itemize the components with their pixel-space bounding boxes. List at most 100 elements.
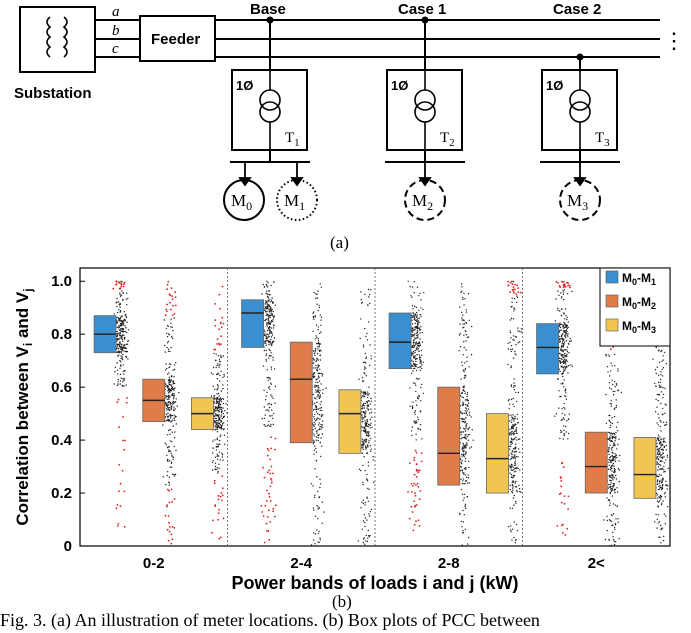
outlier-point	[413, 456, 416, 459]
scatter-point	[413, 281, 416, 283]
scatter-point	[661, 468, 664, 470]
svg-text:M2: M2	[412, 191, 433, 213]
scatter-point	[468, 319, 470, 322]
scatter-point	[212, 447, 214, 449]
scatter-point	[220, 411, 223, 414]
scatter-point	[360, 298, 362, 301]
scatter-point	[411, 286, 414, 288]
scatter-point	[515, 443, 517, 445]
scatter-point	[414, 383, 416, 385]
scatter-point	[119, 343, 122, 345]
scatter-point	[665, 444, 667, 447]
scatter-point	[510, 443, 512, 446]
scatter-point	[510, 421, 513, 423]
outlier-point	[263, 476, 266, 479]
scatter-point	[510, 384, 513, 386]
scatter-point	[660, 385, 662, 387]
scatter-point	[661, 457, 664, 460]
scatter-point	[317, 506, 319, 508]
outlier-point	[512, 286, 515, 288]
scatter-point	[617, 521, 619, 523]
svg-text:1Ø: 1Ø	[391, 78, 408, 93]
scatter-point	[220, 401, 223, 403]
scatter-point	[612, 457, 615, 459]
scatter-point	[612, 486, 614, 488]
scatter-point	[269, 415, 271, 417]
scatter-point	[661, 486, 663, 488]
scatter-point	[513, 504, 515, 506]
scatter-point	[515, 301, 518, 304]
scatter-point	[509, 484, 511, 487]
scatter-point	[219, 397, 222, 399]
scatter-point	[657, 469, 659, 471]
scatter-point	[566, 325, 569, 327]
scatter-point	[366, 339, 369, 341]
scatter-point	[662, 444, 664, 446]
scatter-point	[268, 314, 270, 316]
scatter-point	[367, 423, 370, 426]
outlier-point	[118, 463, 121, 466]
scatter-point	[320, 455, 322, 458]
scatter-point	[214, 388, 216, 391]
scatter-point	[370, 437, 372, 440]
scatter-point	[461, 286, 463, 288]
scatter-point	[164, 369, 167, 371]
scatter-point	[562, 325, 564, 328]
scatter-point	[318, 391, 320, 394]
outlier-point	[214, 505, 217, 508]
scatter-point	[318, 422, 321, 424]
scatter-point	[461, 290, 463, 292]
scatter-point	[461, 283, 463, 285]
scatter-point	[123, 318, 126, 321]
scatter-point	[613, 543, 616, 546]
scatter-point	[319, 403, 321, 405]
outlier-point	[411, 511, 414, 513]
scatter-point	[510, 530, 512, 533]
scatter-point	[512, 497, 515, 499]
scatter-point	[318, 372, 320, 375]
scatter-point	[418, 341, 420, 343]
scatter-point	[609, 491, 611, 494]
scatter-point	[366, 421, 369, 423]
scatter-point	[611, 417, 613, 419]
scatter-point	[270, 327, 272, 329]
scatter-point	[271, 409, 273, 411]
scatter-point	[656, 475, 658, 478]
scatter-point	[313, 509, 315, 511]
scatter-point	[265, 360, 267, 362]
scatter-point	[515, 486, 517, 488]
scatter-point	[166, 434, 169, 436]
scatter-point	[466, 410, 468, 412]
scatter-point	[170, 380, 172, 382]
scatter-point	[566, 351, 569, 353]
scatter-point	[612, 456, 614, 458]
scatter-point	[223, 428, 225, 430]
scatter-point	[312, 443, 315, 445]
scatter-point	[316, 529, 318, 531]
scatter-point	[320, 401, 322, 403]
scatter-point	[662, 477, 664, 479]
scatter-point	[563, 418, 565, 421]
outlier-point	[266, 516, 269, 518]
scatter-point	[563, 313, 565, 315]
scatter-point	[171, 386, 173, 388]
scatter-point	[366, 419, 368, 421]
scatter-point	[264, 414, 266, 416]
scatter-point	[415, 404, 418, 406]
scatter-point	[659, 464, 662, 466]
scatter-point	[509, 319, 512, 321]
scatter-point	[657, 466, 660, 468]
scatter-point	[509, 332, 512, 334]
scatter-point	[420, 326, 422, 328]
scatter-point	[315, 381, 317, 384]
scatter-point	[565, 363, 567, 365]
scatter-point	[312, 315, 315, 318]
y-axis-ticks: 00.20.40.60.81.0	[51, 273, 85, 555]
outlier-point	[165, 308, 168, 311]
scatter-point	[315, 405, 317, 407]
scatter-point	[566, 420, 568, 422]
scatter-point	[512, 480, 514, 482]
scatter-point	[166, 407, 168, 410]
scatter-point	[468, 482, 470, 484]
scatter-point	[321, 409, 323, 412]
